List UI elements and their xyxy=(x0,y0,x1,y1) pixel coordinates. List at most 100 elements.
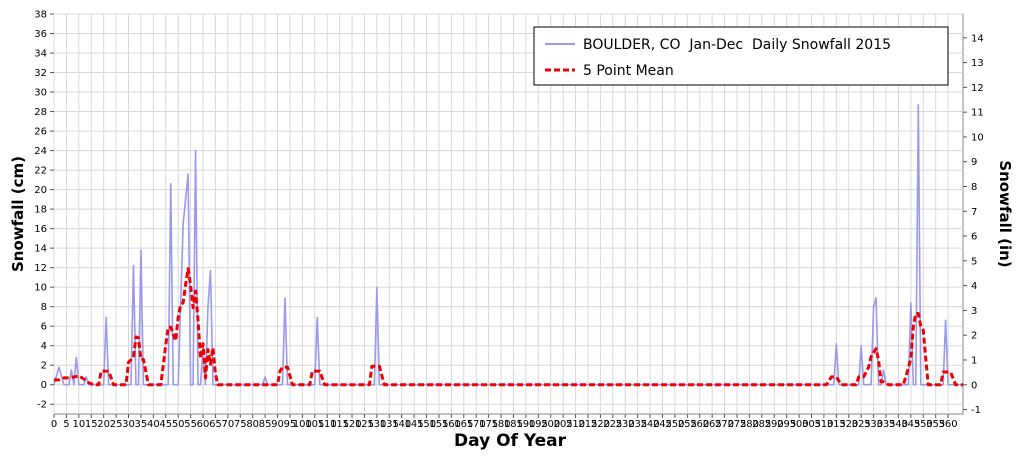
x-tick-label: 100 xyxy=(293,419,312,430)
x-tick-label: 245 xyxy=(653,419,672,430)
x-tick-label: 185 xyxy=(504,419,523,430)
x-tick-label: 315 xyxy=(827,419,846,430)
x-tick-label: 60 xyxy=(197,419,210,430)
legend-box xyxy=(533,26,949,86)
x-tick-label: 320 xyxy=(839,419,858,430)
x-tick-label: 140 xyxy=(392,419,411,430)
x-tick-label: 160 xyxy=(442,419,461,430)
x-tick-label: 30 xyxy=(122,419,135,430)
x-tick-label: 10 xyxy=(72,419,85,430)
y-tick-label-left: 22 xyxy=(34,166,47,177)
x-tick-label: 125 xyxy=(355,419,374,430)
y-tick-label-left: 36 xyxy=(34,29,47,40)
x-tick-label: 310 xyxy=(814,419,833,430)
x-tick-label: 120 xyxy=(342,419,361,430)
y-tick-label-right: 13 xyxy=(971,58,984,69)
x-tick-label: 115 xyxy=(330,419,349,430)
y-tick-label-right: 1 xyxy=(971,355,977,366)
x-tick-label: 5 xyxy=(63,419,69,430)
x-tick-label: 170 xyxy=(467,419,486,430)
x-tick-label: 190 xyxy=(516,419,535,430)
x-tick-label: 75 xyxy=(234,419,247,430)
x-tick-label: 65 xyxy=(209,419,222,430)
y-tick-label-left: 38 xyxy=(34,10,47,21)
x-tick-label: 230 xyxy=(616,419,635,430)
y-tick-label-left: 0 xyxy=(41,380,47,391)
y-tick-label-right: 3 xyxy=(971,306,977,317)
y-tick-label-left: 16 xyxy=(34,224,47,235)
x-tick-label: 70 xyxy=(221,419,234,430)
y-tick-label-left: 32 xyxy=(34,68,47,79)
legend-label-5-point-mean: 5 Point Mean xyxy=(583,63,674,79)
x-tick-label: 265 xyxy=(703,419,722,430)
x-axis-title: Day Of Year xyxy=(454,431,567,451)
series-lines xyxy=(53,103,963,387)
x-tick-label: 105 xyxy=(305,419,324,430)
y-tick-label-right: 4 xyxy=(971,281,977,292)
x-tick-label: 300 xyxy=(790,419,809,430)
y-tick-label-left: 6 xyxy=(41,322,47,333)
x-tick-label: 280 xyxy=(740,419,759,430)
y-tick-label-right: 11 xyxy=(971,108,984,119)
x-tick-label: 335 xyxy=(876,419,895,430)
x-tick-label: 250 xyxy=(665,419,684,430)
series-line-5-point-mean xyxy=(54,267,963,387)
x-tick-label: 205 xyxy=(554,419,573,430)
y-tick-label-left: 12 xyxy=(34,263,47,274)
x-tick-label: 50 xyxy=(172,419,185,430)
x-tick-label: 360 xyxy=(939,419,958,430)
y-tick-label-right: 9 xyxy=(971,157,977,168)
y-tick-label-right: 5 xyxy=(971,256,977,267)
x-tick-label: 130 xyxy=(367,419,386,430)
x-tick-label: 290 xyxy=(765,419,784,430)
x-tick-label: 180 xyxy=(492,419,511,430)
x-tick-label: 0 xyxy=(51,419,57,430)
y-tick-label-left: 26 xyxy=(34,127,47,138)
y-tick-label-right: 0 xyxy=(971,380,977,391)
x-tick-label: 305 xyxy=(802,419,821,430)
x-tick-label: 255 xyxy=(678,419,697,430)
y-tick-label-right: 8 xyxy=(971,182,977,193)
y-tick-label-left: 10 xyxy=(34,283,47,294)
y-tick-label-left: 14 xyxy=(34,244,47,255)
x-tick-label: 35 xyxy=(135,419,148,430)
x-tick-label: 145 xyxy=(405,419,424,430)
x-tick-label: 20 xyxy=(97,419,110,430)
y-axis-title-right: Snowfall (in) xyxy=(996,160,1014,267)
x-tick-label: 330 xyxy=(864,419,883,430)
x-tick-label: 155 xyxy=(429,419,448,430)
y-tick-label-right: 2 xyxy=(971,331,977,342)
x-tick-label: 165 xyxy=(454,419,473,430)
y-tick-label-left: 8 xyxy=(41,302,47,313)
x-tick-label: 45 xyxy=(159,419,172,430)
y-tick-label-left: 30 xyxy=(34,88,47,99)
y-axis-title-left: Snowfall (cm) xyxy=(9,156,27,272)
x-tick-label: 340 xyxy=(889,419,908,430)
y-tick-label-left: 20 xyxy=(34,185,47,196)
x-tick-label: 355 xyxy=(926,419,945,430)
y-tick-label-left: 4 xyxy=(41,341,47,352)
x-tick-label: 80 xyxy=(246,419,259,430)
x-tick-label: 210 xyxy=(566,419,585,430)
x-tick-label: 90 xyxy=(271,419,284,430)
x-tick-label: 25 xyxy=(110,419,123,430)
x-tick-label: 220 xyxy=(591,419,610,430)
x-tick-label: 200 xyxy=(541,419,560,430)
x-tick-label: 345 xyxy=(901,419,920,430)
x-tick-label: 285 xyxy=(752,419,771,430)
x-tick-label: 350 xyxy=(914,419,933,430)
x-tick-label: 240 xyxy=(641,419,660,430)
y-tick-label-right: 7 xyxy=(971,207,977,218)
x-tick-label: 110 xyxy=(318,419,337,430)
y-tick-label-left: 2 xyxy=(41,361,47,372)
x-tick-label: 175 xyxy=(479,419,498,430)
x-tick-label: 235 xyxy=(628,419,647,430)
y-tick-label-left: -2 xyxy=(37,400,47,411)
x-tick-label: 325 xyxy=(852,419,871,430)
x-tick-label: 270 xyxy=(715,419,734,430)
legend: BOULDER, CO Jan-Dec Daily Snowfall 2015 … xyxy=(533,26,949,86)
y-tick-label-right: -1 xyxy=(971,405,981,416)
y-tick-label-left: 34 xyxy=(34,49,47,60)
